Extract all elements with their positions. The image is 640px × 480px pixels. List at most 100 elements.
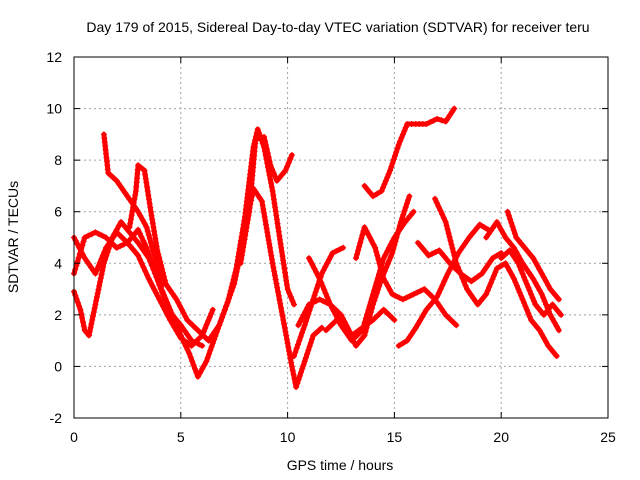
- data-point: [265, 154, 272, 161]
- data-point: [154, 292, 161, 299]
- data-point: [152, 289, 159, 296]
- series-sat11: [361, 105, 458, 200]
- data-point: [146, 196, 152, 203]
- data-point: [485, 231, 492, 238]
- data-point: [169, 290, 176, 297]
- data-point: [209, 306, 216, 313]
- data-point: [320, 267, 327, 274]
- data-point: [477, 298, 484, 305]
- data-point: [511, 244, 517, 251]
- data-point: [153, 243, 160, 250]
- data-point: [394, 230, 401, 237]
- data-point: [447, 237, 454, 244]
- data-point: [128, 216, 134, 223]
- data-point: [522, 277, 529, 284]
- data-point: [205, 317, 212, 324]
- data-point: [325, 256, 332, 263]
- data-point: [441, 278, 448, 285]
- data-point: [268, 252, 275, 259]
- data-point: [446, 234, 453, 240]
- data-point: [363, 324, 370, 331]
- data-point: [429, 250, 436, 257]
- data-point: [95, 231, 102, 238]
- data-point: [261, 213, 268, 220]
- data-point: [446, 267, 453, 274]
- data-point: [519, 296, 526, 303]
- data-point: [423, 121, 430, 127]
- data-point: [376, 260, 383, 267]
- data-point: [336, 246, 343, 253]
- data-point: [90, 267, 97, 274]
- data-point: [289, 297, 296, 304]
- data-point: [105, 170, 112, 176]
- data-point: [284, 281, 290, 288]
- data-point: [526, 287, 533, 294]
- data-point: [127, 242, 134, 249]
- data-point: [309, 336, 315, 343]
- data-point: [527, 251, 534, 258]
- data-point: [521, 244, 528, 251]
- data-point: [177, 303, 184, 310]
- data-point: [378, 268, 385, 274]
- data-point: [504, 264, 511, 271]
- data-point: [312, 289, 319, 295]
- data-point: [194, 373, 201, 380]
- data-point: [238, 252, 245, 259]
- data-point: [273, 216, 280, 223]
- data-point: [389, 160, 396, 167]
- data-point: [113, 226, 120, 233]
- data-point: [530, 275, 537, 282]
- data-point: [100, 260, 107, 267]
- data-point: [405, 196, 412, 203]
- data-point: [550, 289, 557, 296]
- data-point: [508, 241, 515, 248]
- data-point: [144, 188, 151, 195]
- data-point: [142, 175, 149, 182]
- data-point: [471, 275, 478, 282]
- data-point: [131, 196, 138, 203]
- data-point: [304, 305, 311, 311]
- data-point: [372, 244, 379, 251]
- data-point: [435, 203, 442, 210]
- data-point: [155, 278, 161, 285]
- data-point: [324, 260, 331, 267]
- data-point: [441, 253, 448, 260]
- data-point: [431, 297, 438, 303]
- data-point: [186, 334, 193, 341]
- data-point: [508, 219, 515, 226]
- data-point: [209, 331, 216, 338]
- data-point: [88, 231, 95, 238]
- data-point: [147, 279, 154, 286]
- data-point: [194, 327, 201, 334]
- data-point: [487, 258, 494, 265]
- data-point: [354, 251, 360, 258]
- data-point: [440, 215, 447, 222]
- data-point: [282, 328, 289, 335]
- data-point: [387, 253, 394, 260]
- data-point: [325, 324, 332, 331]
- data-point: [233, 265, 240, 272]
- data-point: [212, 328, 218, 335]
- data-point: [188, 342, 195, 349]
- data-point: [142, 171, 149, 178]
- data-point: [279, 170, 286, 177]
- data-point: [263, 225, 270, 232]
- data-point: [268, 180, 275, 187]
- data-point: [287, 355, 294, 362]
- data-point: [398, 134, 405, 141]
- data-point: [378, 309, 384, 316]
- data-point: [177, 322, 184, 329]
- data-point: [341, 318, 348, 325]
- data-point: [294, 380, 301, 387]
- data-point: [92, 229, 99, 236]
- data-point: [176, 328, 183, 335]
- x-tick-label: 25: [600, 429, 616, 445]
- data-point: [438, 305, 445, 312]
- data-point: [274, 220, 281, 227]
- x-tick-label: 15: [387, 429, 403, 445]
- data-point: [135, 162, 142, 169]
- data-point: [286, 348, 292, 354]
- data-point: [424, 288, 430, 295]
- data-point: [439, 282, 446, 289]
